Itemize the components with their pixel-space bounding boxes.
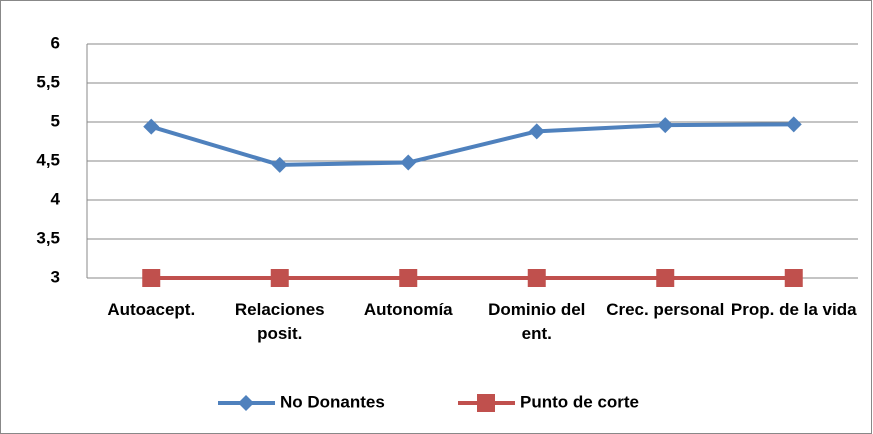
marker: [143, 118, 160, 135]
marker: [528, 123, 545, 140]
marker: [270, 269, 289, 287]
x-tick-label: Crec. personal: [606, 300, 725, 319]
y-tick-label: 3: [51, 267, 60, 286]
legend-label: Punto de corte: [520, 392, 639, 411]
marker: [477, 394, 495, 412]
x-tick-label: Prop. de la vida: [730, 300, 857, 319]
marker: [399, 269, 418, 287]
marker: [656, 269, 675, 287]
marker: [784, 269, 803, 287]
x-tick-label: Autonomía: [363, 300, 453, 319]
y-tick-label: 5,5: [36, 72, 60, 91]
marker: [657, 117, 674, 134]
marker: [238, 395, 254, 411]
marker: [527, 269, 546, 287]
x-tick-label: Dominio del ent.: [488, 300, 586, 343]
y-tick-label: 4: [51, 189, 61, 208]
y-tick-label: 5: [51, 111, 60, 130]
y-tick-label: 3,5: [36, 228, 60, 247]
marker: [400, 154, 417, 171]
marker: [142, 269, 161, 287]
marker: [785, 116, 802, 133]
x-tick-label: Relaciones posit.: [234, 300, 325, 343]
y-tick-label: 6: [51, 33, 60, 52]
legend-label: No Donantes: [280, 392, 385, 411]
x-tick-label: Autoacept.: [107, 300, 196, 319]
y-tick-label: 4,5: [36, 150, 60, 169]
marker: [271, 156, 288, 173]
series-line: [150, 122, 794, 167]
